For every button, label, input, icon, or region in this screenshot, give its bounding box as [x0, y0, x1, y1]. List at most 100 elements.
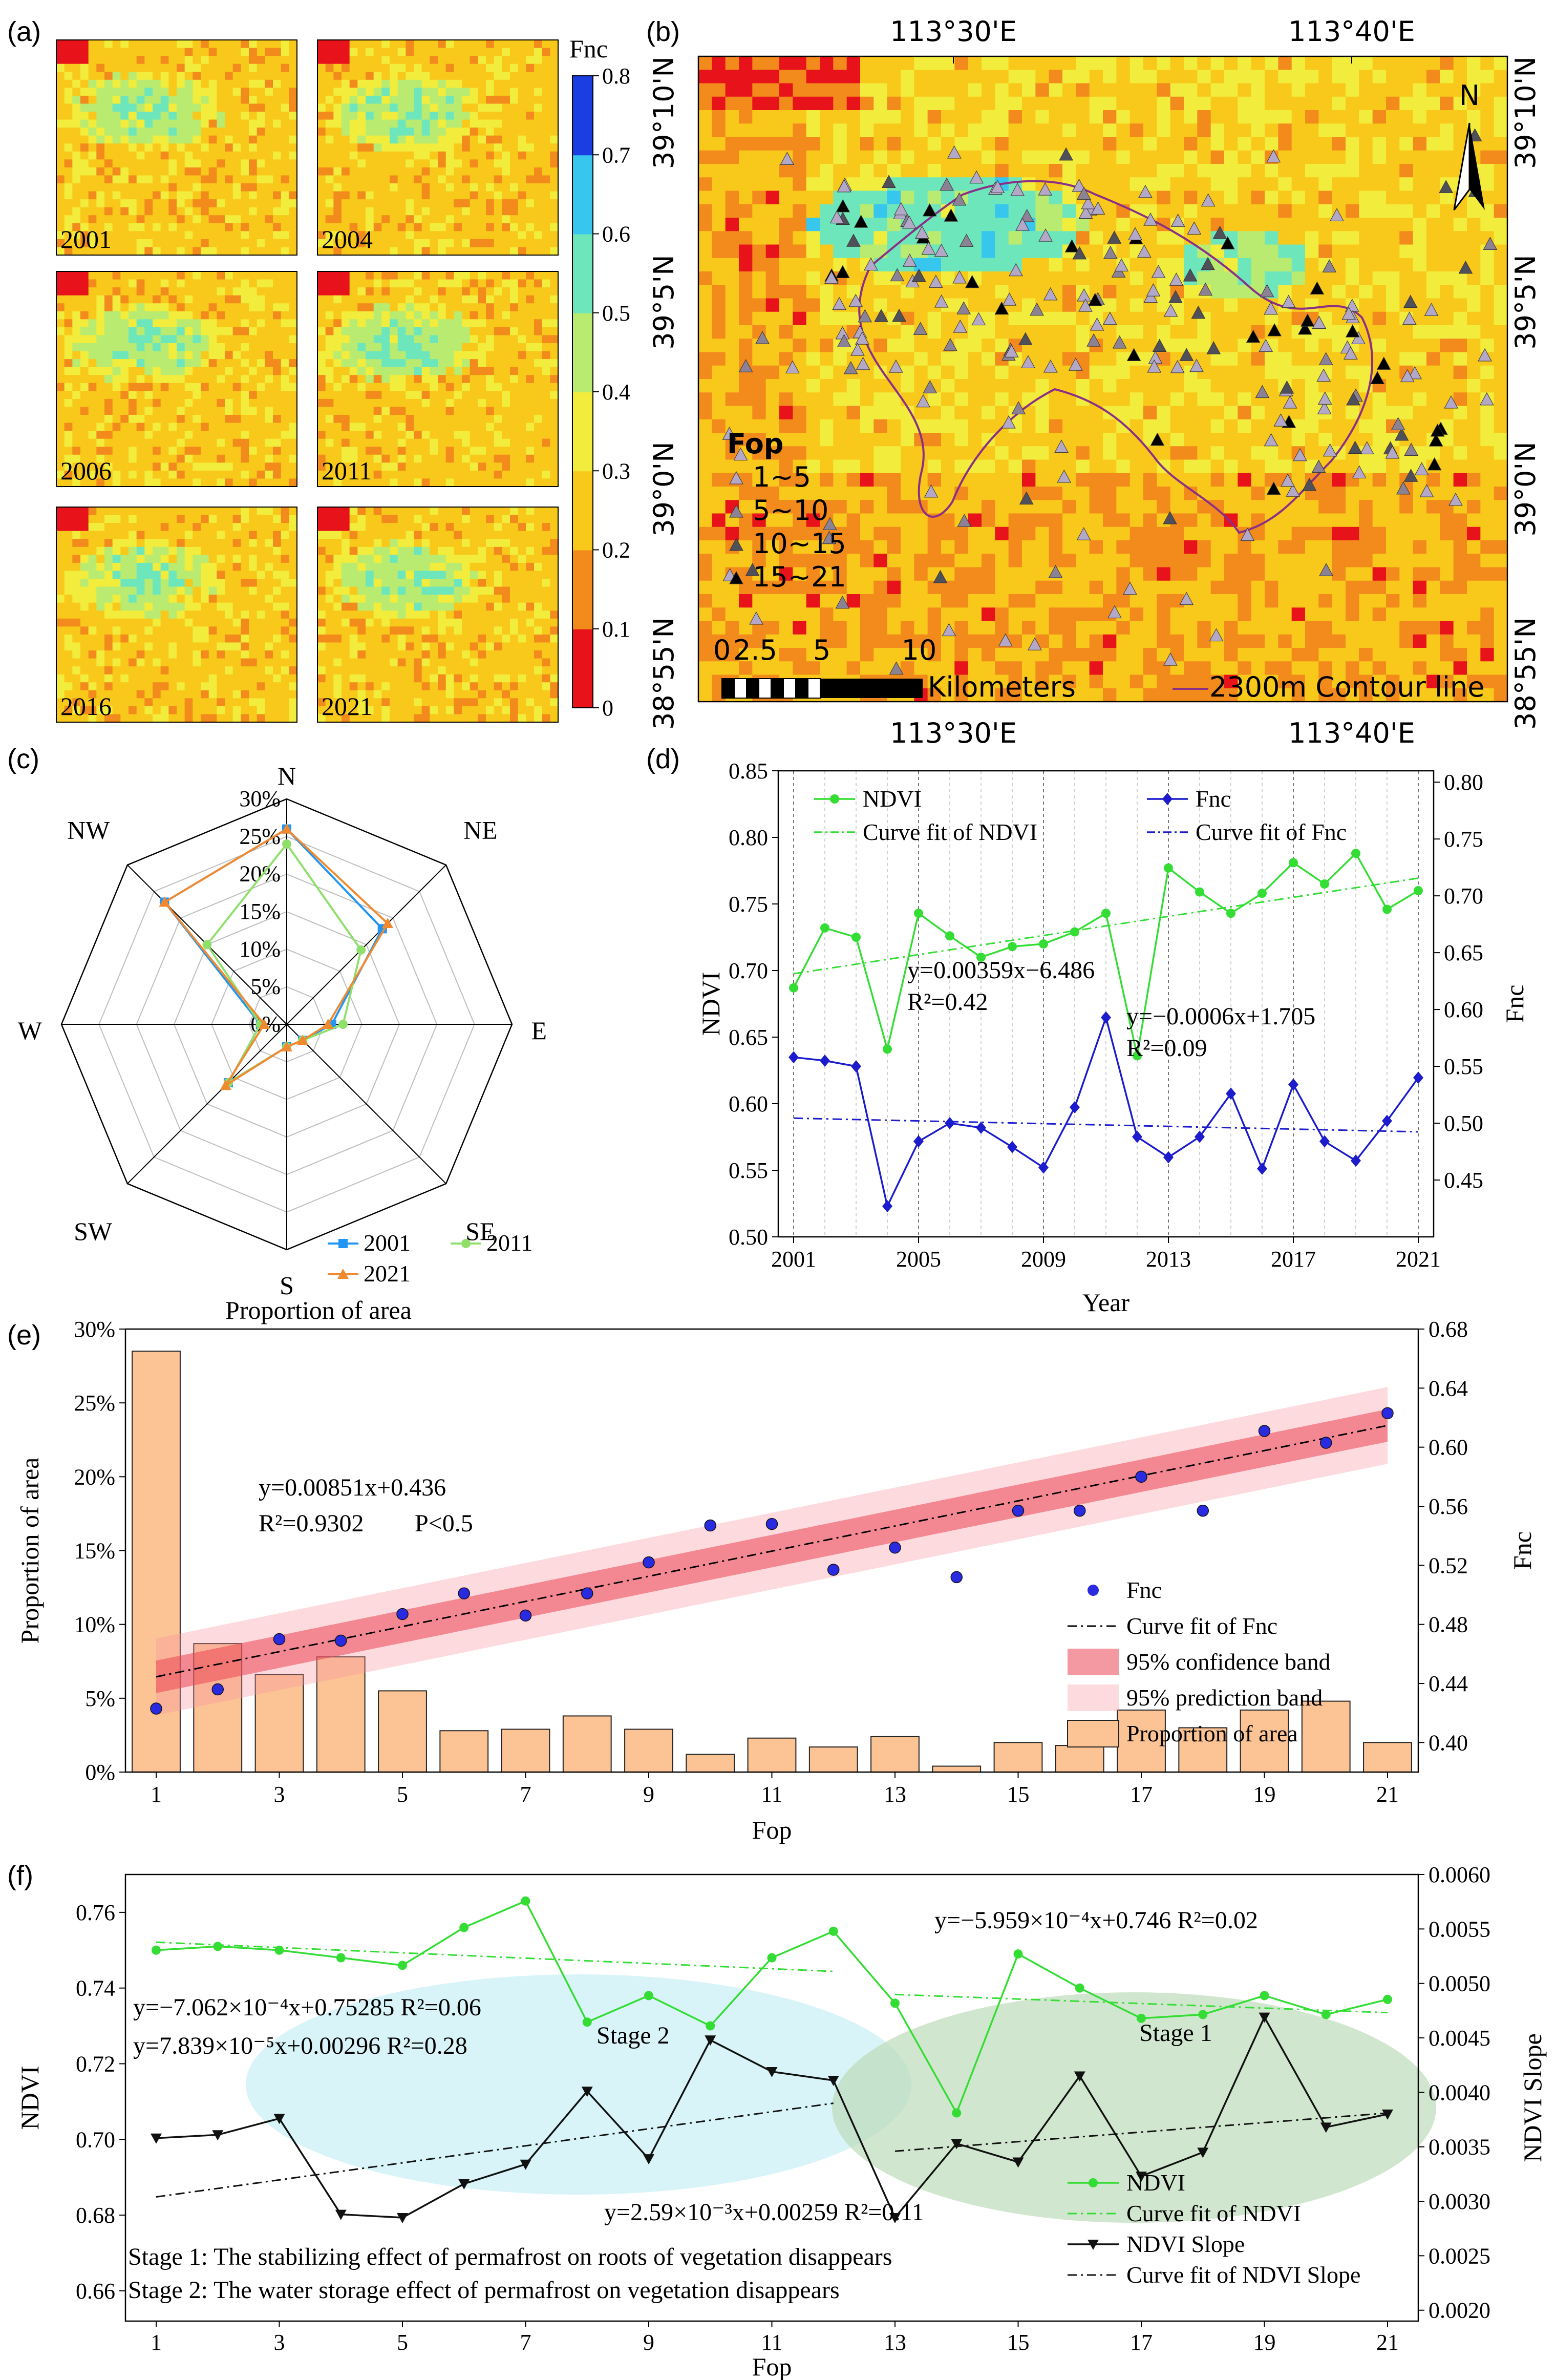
- colorbar-swatch: [572, 155, 593, 235]
- raster-cell: [232, 682, 241, 691]
- raster-cell: [257, 231, 265, 240]
- raster-cell: [357, 159, 366, 168]
- raster-cell: [257, 359, 265, 368]
- raster-cell: [406, 478, 414, 487]
- raster-cell: [249, 478, 258, 487]
- raster-cell: [177, 223, 185, 231]
- raster-cell: [454, 438, 462, 447]
- raster-cell: [510, 555, 519, 563]
- raster-cell: [502, 706, 510, 714]
- raster-cell: [217, 359, 225, 368]
- raster-cell: [518, 112, 526, 120]
- raster-cell: [144, 159, 153, 168]
- raster-cell: [414, 714, 422, 723]
- raster-cell: [168, 287, 177, 296]
- raster-cell: [462, 191, 471, 200]
- raster-cell: [390, 690, 398, 699]
- raster-cell: [168, 706, 177, 714]
- raster-cell: [289, 682, 297, 691]
- raster-cell: [80, 79, 89, 88]
- raster-cell: [265, 470, 273, 479]
- raster-cell: [342, 454, 350, 463]
- raster-cell: [168, 64, 177, 72]
- raster-cell: [257, 391, 265, 399]
- raster-cell: [406, 143, 414, 152]
- raster-cell: [129, 215, 137, 224]
- raster-cell: [120, 191, 129, 200]
- raster-cell: [438, 112, 446, 120]
- raster-cell: [168, 319, 177, 328]
- raster-cell: [430, 650, 438, 659]
- raster-cell: [88, 690, 97, 699]
- raster-cell: [478, 682, 486, 691]
- raster-cell: [534, 223, 543, 231]
- raster-cell: [454, 539, 462, 547]
- raster-cell: [542, 183, 550, 192]
- raster-cell: [454, 287, 462, 296]
- raster-cell: [201, 303, 209, 312]
- raster-cell: [518, 398, 526, 407]
- raster-cell: [414, 447, 422, 455]
- raster-cell: [193, 523, 201, 532]
- raster-cell: [381, 438, 390, 447]
- raster-cell: [193, 79, 201, 88]
- raster-cell: [72, 658, 81, 667]
- raster-cell: [542, 247, 550, 256]
- raster-cell: [160, 682, 169, 691]
- raster-cell: [550, 175, 559, 184]
- raster-cell: [381, 103, 390, 112]
- raster-map: 2011: [317, 271, 559, 487]
- raster-cell: [144, 431, 153, 439]
- raster-cell: [502, 287, 510, 296]
- raster-cell: [325, 367, 334, 375]
- raster-cell: [120, 95, 129, 104]
- raster-cell: [88, 295, 97, 304]
- raster-cell: [265, 531, 273, 539]
- raster-cell: [265, 128, 273, 136]
- raster-cell: [406, 303, 414, 312]
- map-frame: [317, 271, 559, 487]
- raster-cell: [289, 523, 297, 532]
- raster-cell: [160, 642, 169, 651]
- raster-cell: [414, 271, 422, 280]
- raster-cell: [64, 223, 73, 231]
- raster-cell: [390, 207, 398, 216]
- raster-cell: [160, 531, 169, 539]
- raster-cell: [445, 119, 454, 128]
- raster-cell: [494, 626, 502, 635]
- raster-cell: [462, 571, 471, 579]
- raster-cell: [249, 682, 258, 691]
- raster-cell: [373, 507, 382, 516]
- raster-cell: [454, 191, 462, 200]
- raster-cell: [257, 438, 265, 447]
- raster-cell: [136, 223, 145, 231]
- raster-cell: [325, 423, 334, 431]
- raster-cell: [120, 119, 129, 128]
- raster-cell: [208, 682, 217, 691]
- raster-cell: [510, 103, 519, 112]
- raster-cell: [112, 507, 121, 516]
- raster-cell: [430, 698, 438, 707]
- raster-cell: [342, 682, 350, 691]
- raster-cell: [265, 523, 273, 532]
- raster-cell: [201, 215, 209, 224]
- raster-cell: [397, 231, 406, 240]
- raster-cell: [289, 562, 297, 571]
- raster-cell: [470, 359, 478, 368]
- raster-cell: [80, 658, 89, 667]
- raster-cell: [342, 650, 350, 659]
- raster-cell: [241, 247, 249, 256]
- raster-cell: [406, 415, 414, 424]
- raster-cell: [281, 626, 289, 635]
- raster-cell: [72, 103, 81, 112]
- raster-cell: [168, 191, 177, 200]
- raster-cell: [225, 279, 233, 288]
- raster-cell: [177, 72, 185, 80]
- raster-cell: [225, 438, 233, 447]
- raster-cell: [406, 271, 414, 280]
- raster-cell: [534, 151, 543, 160]
- raster-cell: [550, 343, 559, 352]
- raster-cell: [502, 40, 510, 49]
- raster-cell: [281, 167, 289, 176]
